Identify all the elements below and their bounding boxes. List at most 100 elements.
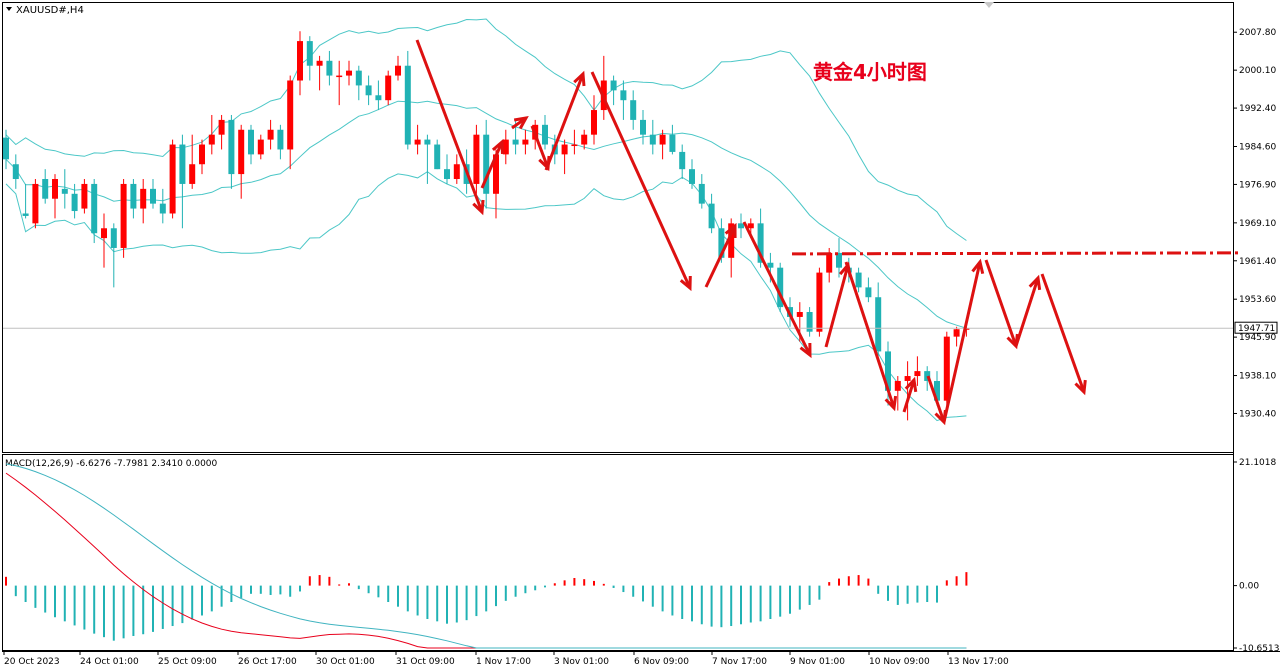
candle-body [512, 139, 519, 145]
macd-tick-label: -10.6513 [1239, 644, 1279, 654]
candle-body [571, 144, 578, 147]
candle-body [424, 139, 431, 145]
price-tick-label: 2007.80 [1239, 28, 1276, 38]
candle-body [61, 188, 68, 194]
trend-arrow-line [942, 261, 982, 423]
price-tick-label: 1969.10 [1239, 219, 1276, 229]
trend-arrow-line [590, 71, 692, 289]
candle-body [924, 371, 931, 381]
time-tick-label: 25 Oct 09:00 [158, 657, 217, 667]
macd-indicator [5, 463, 968, 649]
trend-arrow-head [971, 258, 985, 275]
candle-body [3, 137, 9, 160]
candle-body [747, 223, 754, 229]
candle-body [894, 380, 901, 391]
candle-body [385, 75, 392, 101]
price-tick-label: 1945.90 [1239, 333, 1276, 343]
trend-arrow-line [1014, 277, 1040, 347]
candle-body [885, 351, 891, 391]
symbol-title: XAUUSD#,H4 [16, 5, 84, 16]
candle-body [581, 134, 588, 145]
candle-body [91, 183, 98, 234]
candle-body [649, 134, 656, 145]
candle-body [32, 183, 39, 224]
candle-body [542, 124, 548, 145]
candle-body [277, 129, 284, 150]
candle-body [865, 287, 872, 298]
candle-body [473, 134, 480, 184]
candle-body [22, 213, 29, 216]
time-axis: 20 Oct 2023 24 Oct 01:00 25 Oct 09:00 26 Oc… [3, 651, 1009, 667]
candle-body [414, 139, 421, 145]
macd-label: MACD(12,26,9) -6.6276 -7.7981 2.3410 0.0… [5, 459, 218, 469]
candle-body [404, 65, 411, 145]
candle-body [306, 41, 313, 66]
candle-body [728, 223, 735, 258]
candle-body [52, 179, 58, 199]
price-tick-label: 1961.40 [1239, 257, 1276, 267]
trend-arrow-head [904, 376, 918, 393]
price-tick-label: 2000.10 [1239, 66, 1276, 76]
trend-arrow-line [984, 259, 1018, 347]
trend-arrow-head [724, 222, 737, 239]
candle-body [826, 252, 833, 273]
main-pane[interactable] [2, 2, 1234, 453]
time-tick-label: 26 Oct 17:00 [238, 657, 297, 667]
trend-arrow-line [742, 221, 812, 356]
candle-body [640, 119, 646, 135]
candle-body [689, 169, 695, 184]
candle-body [267, 129, 274, 140]
candle-body [375, 95, 382, 101]
candle-body [159, 203, 166, 214]
candle-body [796, 312, 803, 317]
candle-body [336, 75, 343, 78]
candle-body [365, 85, 372, 96]
trend-arrow-head [472, 199, 485, 216]
time-tick-label: 6 Nov 09:00 [634, 657, 689, 667]
trend-arrow-head [799, 342, 812, 359]
candle-body [914, 371, 921, 377]
trend-arrow-line [530, 125, 550, 169]
chart-shift-icon[interactable] [984, 2, 994, 8]
time-tick-label: 31 Oct 09:00 [396, 657, 455, 667]
price-tick-label: 1992.40 [1239, 104, 1276, 114]
candle-body [101, 228, 107, 239]
candle-body [953, 329, 960, 337]
candle-body [816, 272, 823, 332]
candle-body [218, 119, 225, 135]
candle-body [698, 183, 705, 204]
trend-arrow-line [1040, 273, 1086, 393]
price-tick-label: 1953.60 [1239, 295, 1276, 305]
candle-body [767, 262, 774, 268]
chart-dropdown-icon[interactable] [6, 7, 12, 11]
drawing-overlay [415, 39, 1239, 426]
time-tick-label: 10 Nov 09:00 [869, 657, 930, 667]
candle-body [806, 312, 813, 332]
candle-body [189, 164, 196, 184]
candle-body [42, 179, 49, 199]
candle-body [169, 144, 176, 214]
candle-body [679, 151, 686, 170]
candle-body [208, 134, 215, 145]
candle-body [120, 183, 127, 248]
trend-arrow-line [844, 261, 896, 409]
candle-body [669, 134, 676, 152]
candle-body [943, 336, 950, 401]
trend-arrow-line [480, 141, 504, 189]
trend-arrow-line [926, 375, 946, 423]
time-tick-label: 20 Oct 2023 [4, 657, 60, 667]
candle-body [777, 267, 784, 308]
macd-pane[interactable] [2, 454, 1234, 651]
trend-arrow-line [902, 379, 916, 413]
candle-body [355, 70, 362, 86]
time-tick-label: 1 Nov 17:00 [476, 657, 531, 667]
trend-arrow-head [884, 395, 898, 412]
candle-body [110, 228, 117, 248]
candle-body [453, 164, 460, 180]
candle-body [855, 272, 862, 288]
candle-body [346, 70, 352, 76]
time-tick-label: 24 Oct 01:00 [80, 657, 139, 667]
candle-body [444, 169, 450, 180]
candle-body [326, 60, 333, 76]
